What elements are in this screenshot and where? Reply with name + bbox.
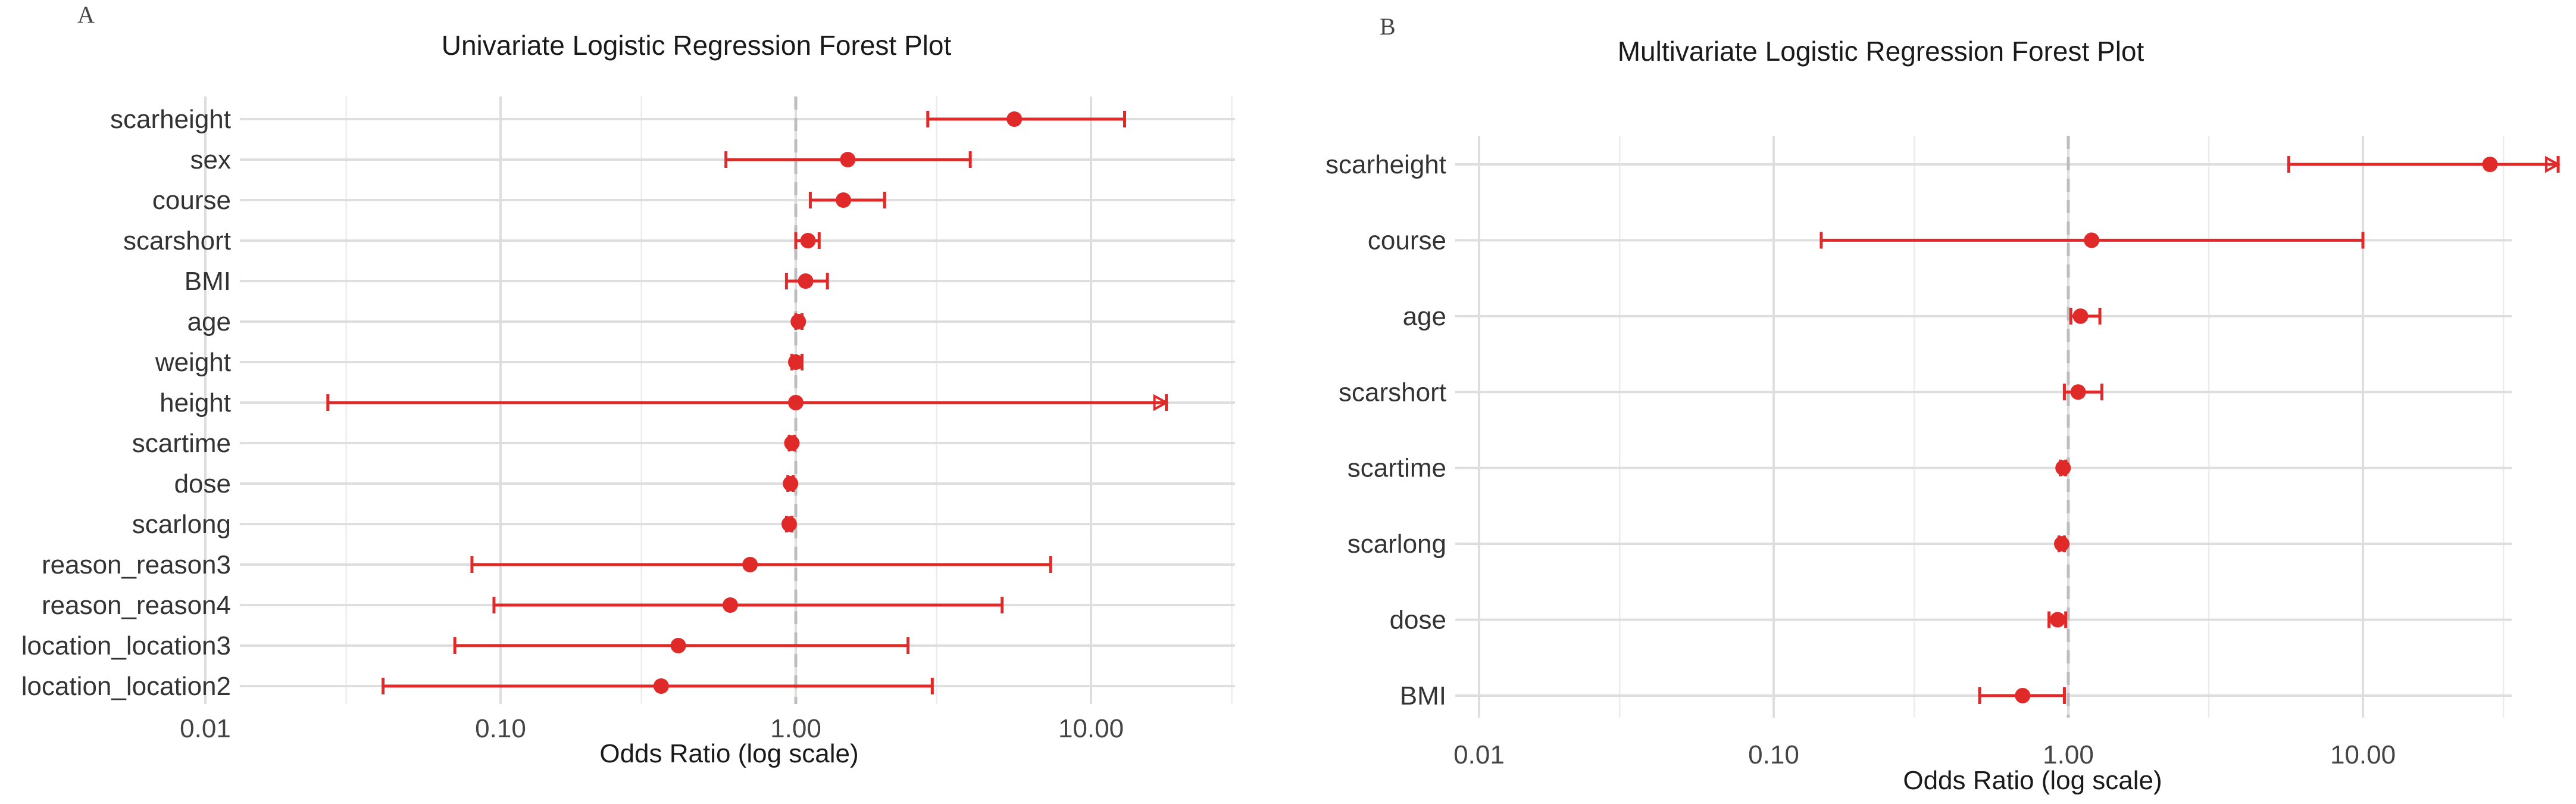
forest-row-scarlong [781,516,797,532]
forest-row-reason_reason3 [470,556,1052,573]
y-tick-label: BMI [1400,681,1446,710]
y-tick-label: course [1368,226,1446,255]
x-tick-label: 10.00 [1058,714,1124,743]
y-tick-label: reason_reason4 [42,591,231,620]
panel-b: B Multivariate Logistic Regression Forest… [1325,13,2561,795]
y-tick-label: scartime [132,429,231,458]
estimate-point [781,516,797,532]
x-tick-label: 1.00 [770,714,821,743]
y-tick-label: sex [190,145,231,174]
forest-row-scarheight [926,111,1127,127]
y-tick-label: dose [174,469,231,498]
y-tick-label: scarshort [1339,378,1446,407]
estimate-point [670,638,686,653]
estimate-point [790,314,806,329]
estimate-point [836,192,852,208]
estimate-point [788,354,804,370]
y-tick-label: reason_reason3 [42,550,231,579]
y-tick-label: dose [1390,606,1446,635]
estimate-point [783,476,799,491]
estimate-point [800,233,816,248]
forest-row-BMI [1978,687,2066,704]
x-tick-label: 0.10 [475,714,526,743]
estimate-point [2055,460,2071,476]
forest-row-sex [724,151,972,168]
forest-row-course [808,192,886,208]
forest-row-age [2069,307,2102,325]
estimate-point [2084,232,2100,248]
x-tick-label: 10.00 [2330,740,2396,769]
chart-title: Multivariate Logistic Regression Forest … [1618,36,2144,67]
forest-row-course [1820,232,2365,249]
forest-row-scarshort [794,232,821,249]
forest-row-scartime [2055,459,2071,476]
y-tick-label: course [152,186,231,215]
y-tick-label: weight [155,348,231,377]
estimate-point [2053,536,2069,552]
x-tick-label: 0.10 [1748,740,1799,769]
estimate-point [742,557,758,572]
estimate-point [840,152,856,167]
estimate-point [722,597,738,613]
forest-row-scarheight [2287,155,2561,173]
forest-row-weight [788,354,804,370]
y-tick-label: age [187,307,231,336]
estimate-point [2050,612,2066,628]
estimate-point [2015,688,2031,703]
x-tick-label: 0.01 [1453,740,1505,769]
y-tick-label: location_location2 [21,672,231,701]
estimate-point [2072,308,2089,324]
y-tick-label: scarheight [110,105,231,134]
y-tick-label: height [160,388,231,417]
y-tick-label: scarlong [1348,529,1446,559]
y-tick-label: scarheight [1325,150,1446,179]
y-tick-label: age [1403,302,1446,331]
estimate-point [653,678,669,694]
x-axis-title: Odds Ratio (log scale) [1903,766,2162,795]
estimate-point [2070,384,2086,400]
forest-row-reason_reason4 [492,597,1004,613]
estimate-point [2482,157,2498,172]
forest-row-dose [2047,611,2068,628]
forest-row-dose [783,475,799,492]
forest-row-scartime [784,435,800,451]
forest-row-scarlong [2053,535,2069,553]
forest-row-location_location2 [382,678,934,694]
estimate-point [798,273,814,289]
estimate-point [784,435,800,451]
ci-arrow [2545,155,2561,173]
y-tick-label: scartime [1348,454,1446,483]
estimate-point [1006,111,1023,127]
x-axis-title: Odds Ratio (log scale) [599,739,858,768]
forest-row-age [790,313,806,330]
estimate-point [788,395,804,410]
y-tick-label: scarshort [123,226,231,255]
y-tick-label: location_location3 [21,631,231,660]
forest-row-location_location3 [453,637,910,654]
y-tick-label: BMI [185,267,231,296]
forest-row-height [326,394,1169,412]
forest-row-scarshort [2062,384,2103,401]
ci-arrow [1153,394,1169,412]
forest-row-BMI [784,273,829,289]
panel-tag: B [1380,13,1396,40]
y-tick-label: scarlong [132,510,231,539]
panel-a: A Univariate Logistic Regression Forest P… [21,1,1235,768]
x-tick-label: 0.01 [180,714,231,743]
x-tick-label: 1.00 [2043,740,2094,769]
panel-tag: A [77,1,95,28]
chart-title: Univariate Logistic Regression Forest Pl… [442,30,952,61]
